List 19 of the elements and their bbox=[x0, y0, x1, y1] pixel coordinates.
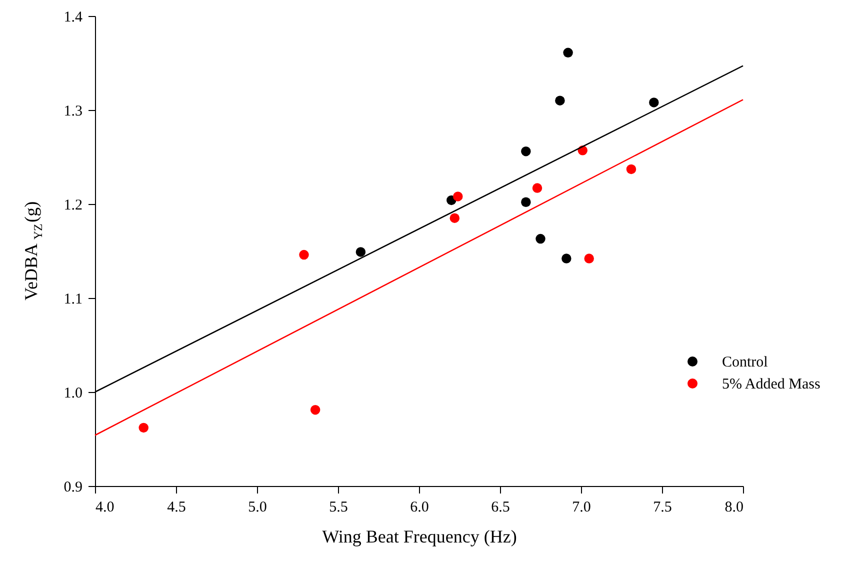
x-tick-label: 4.0 bbox=[96, 500, 114, 516]
y-tick-label: 1.1 bbox=[64, 292, 82, 308]
y-tick-label: 1.0 bbox=[64, 386, 82, 402]
x-tick-label: 6.0 bbox=[410, 500, 429, 516]
x-tick-label: 6.5 bbox=[491, 500, 510, 516]
y-tick-label: 1.2 bbox=[64, 198, 82, 214]
legend-label: 5% Added Mass bbox=[722, 376, 820, 392]
x-tick-label: 4.5 bbox=[167, 500, 186, 516]
legend-label: Control bbox=[722, 354, 768, 370]
y-tick-label: 1.3 bbox=[64, 104, 82, 120]
x-tick-label: 5.0 bbox=[248, 500, 267, 516]
x-tick-label: 7.0 bbox=[572, 500, 591, 516]
y-tick-label: 1.4 bbox=[64, 10, 83, 26]
x-tick-label: 7.5 bbox=[653, 500, 672, 516]
x-tick-label: 8.0 bbox=[724, 500, 744, 516]
x-tick-label: 5.5 bbox=[329, 500, 348, 516]
x-axis-title: Wing Beat Frequency (Hz) bbox=[322, 526, 517, 546]
y-axis-title: VeDBAYZ(g) bbox=[21, 201, 45, 300]
y-tick-label: 0.9 bbox=[64, 480, 82, 496]
